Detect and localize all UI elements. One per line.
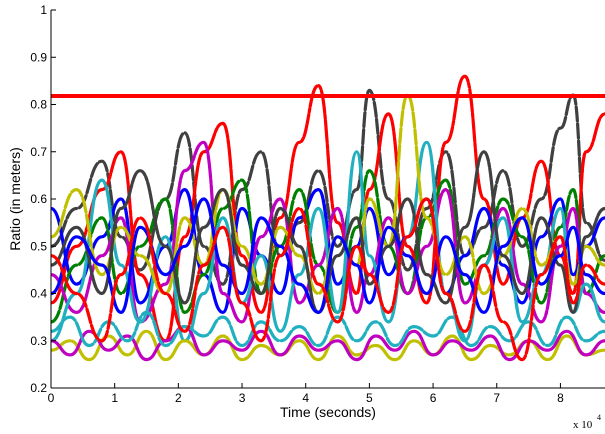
y-tick-label: 0.3 xyxy=(30,334,47,348)
x-tick-label: 1 xyxy=(111,391,118,405)
y-tick-label: 0.6 xyxy=(30,192,47,206)
x-tick-label: 4 xyxy=(302,391,309,405)
x-tick-label: 6 xyxy=(430,391,437,405)
y-axis-title: Ratio (in meters) xyxy=(7,147,23,250)
y-tick-label: 0.4 xyxy=(30,287,47,301)
series-line-8 xyxy=(51,329,605,362)
axes xyxy=(50,9,605,389)
y-tick-label: 0.5 xyxy=(30,239,47,253)
y-tick-label: 0.2 xyxy=(30,381,47,395)
x-scale-exponent: 4 xyxy=(597,413,601,422)
series-line-4 xyxy=(51,169,605,324)
x-tick-label: 7 xyxy=(493,391,500,405)
series-line-5 xyxy=(51,140,605,324)
x-tick-label: 2 xyxy=(175,391,182,405)
series-line-9 xyxy=(51,325,605,362)
y-tick-label: 0.8 xyxy=(30,98,47,112)
tick-labels: 0 1 2 3 4 5 6 7 8 0.2 0.3 0.4 0.5 0.6 0.7 0.8 0.9 1 xyxy=(30,3,564,405)
x-tick-label: 5 xyxy=(366,391,373,405)
x-scale-label: x 10 xyxy=(573,419,593,431)
x-tick-label: 0 xyxy=(48,391,55,405)
series-line-13 xyxy=(51,197,605,362)
y-tick-label: 0.7 xyxy=(30,145,47,159)
x-tick-label: 8 xyxy=(557,391,564,405)
series-layer xyxy=(51,74,605,362)
y-tick-label: 1 xyxy=(40,3,47,17)
x-axis-title: Time (seconds) xyxy=(280,404,376,420)
y-tick-label: 0.9 xyxy=(30,50,47,64)
x-tick-label: 3 xyxy=(239,391,246,405)
